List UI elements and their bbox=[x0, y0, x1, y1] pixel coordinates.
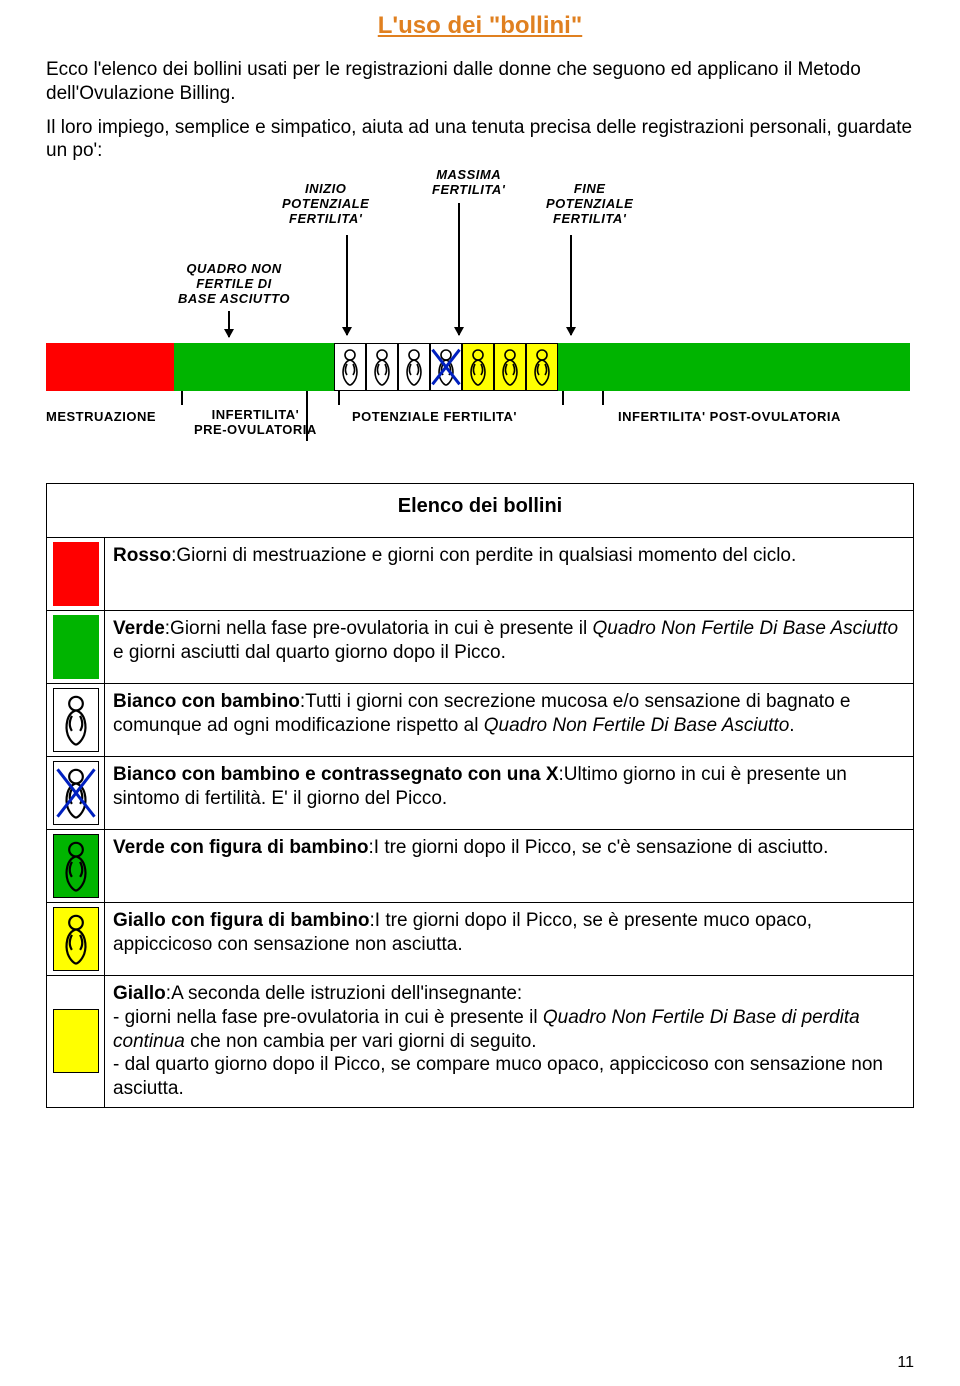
arrow-inizio bbox=[346, 235, 348, 335]
table-row-text: Verde con figura di bambino:I tre giorni… bbox=[105, 830, 914, 903]
swatch-red bbox=[53, 542, 99, 606]
page-title: L'uso dei "bollini" bbox=[46, 12, 914, 40]
chart-label-massima: MASSIMA FERTILITA' bbox=[432, 167, 505, 197]
chart-label-potenziale: POTENZIALE FERTILITA' bbox=[352, 409, 517, 424]
table-row-text: Bianco con bambino:Tutti i giorni con se… bbox=[105, 684, 914, 757]
chart-label-infertilita-pre: INFERTILITA' PRE-OVULATORIA bbox=[194, 407, 317, 437]
table-row: Giallo:A seconda delle istruzioni dell'i… bbox=[47, 976, 914, 1108]
chart-row bbox=[46, 343, 910, 391]
arrow-quadro bbox=[228, 311, 230, 337]
chart-label-infertilita-post: INFERTILITA' POST-OVULATORIA bbox=[618, 409, 841, 424]
swatch-yellow bbox=[53, 1009, 99, 1073]
table-row-text: Giallo:A seconda delle istruzioni dell'i… bbox=[105, 976, 914, 1108]
swatch-baby_white_x bbox=[53, 761, 99, 825]
chart-label-mestruazione: MESTRUAZIONE bbox=[46, 409, 156, 424]
chart-label-quadro: QUADRO NON FERTILE DI BASE ASCIUTTO bbox=[178, 261, 290, 306]
chart-label-inizio: INIZIO POTENZIALE FERTILITA' bbox=[282, 181, 369, 226]
swatch-baby_yellow bbox=[53, 907, 99, 971]
table-row-text: Bianco con bambino e contrassegnato con … bbox=[105, 757, 914, 830]
swatch-baby_green bbox=[53, 834, 99, 898]
table-row: Verde con figura di bambino:I tre giorni… bbox=[47, 830, 914, 903]
table-row: Bianco con bambino:Tutti i giorni con se… bbox=[47, 684, 914, 757]
intro-paragraph-1: Ecco l'elenco dei bollini usati per le r… bbox=[46, 58, 914, 106]
swatch-baby_white bbox=[53, 688, 99, 752]
table-row-text: Giallo con figura di bambino:I tre giorn… bbox=[105, 903, 914, 976]
table-header: Elenco dei bollini bbox=[47, 484, 914, 538]
table-row: Rosso:Giorni di mestruazione e giorni co… bbox=[47, 538, 914, 611]
table-row-text: Verde:Giorni nella fase pre-ovulatoria i… bbox=[105, 611, 914, 684]
swatch-green bbox=[53, 615, 99, 679]
arrow-fine bbox=[570, 235, 572, 335]
table-row: Giallo con figura di bambino:I tre giorn… bbox=[47, 903, 914, 976]
page-number: 11 bbox=[897, 1354, 914, 1372]
table-row: Bianco con bambino e contrassegnato con … bbox=[47, 757, 914, 830]
arrow-massima bbox=[458, 203, 460, 335]
chart-label-fine: FINE POTENZIALE FERTILITA' bbox=[546, 181, 633, 226]
table-row-text: Rosso:Giorni di mestruazione e giorni co… bbox=[105, 538, 914, 611]
bollini-chart: INIZIO POTENZIALE FERTILITA' MASSIMA FER… bbox=[46, 173, 926, 463]
baby-icon bbox=[339, 348, 361, 386]
intro-paragraph-2: Il loro impiego, semplice e simpatico, a… bbox=[46, 116, 914, 164]
bollini-table: Elenco dei bollini Rosso:Giorni di mestr… bbox=[46, 483, 914, 1108]
table-row: Verde:Giorni nella fase pre-ovulatoria i… bbox=[47, 611, 914, 684]
